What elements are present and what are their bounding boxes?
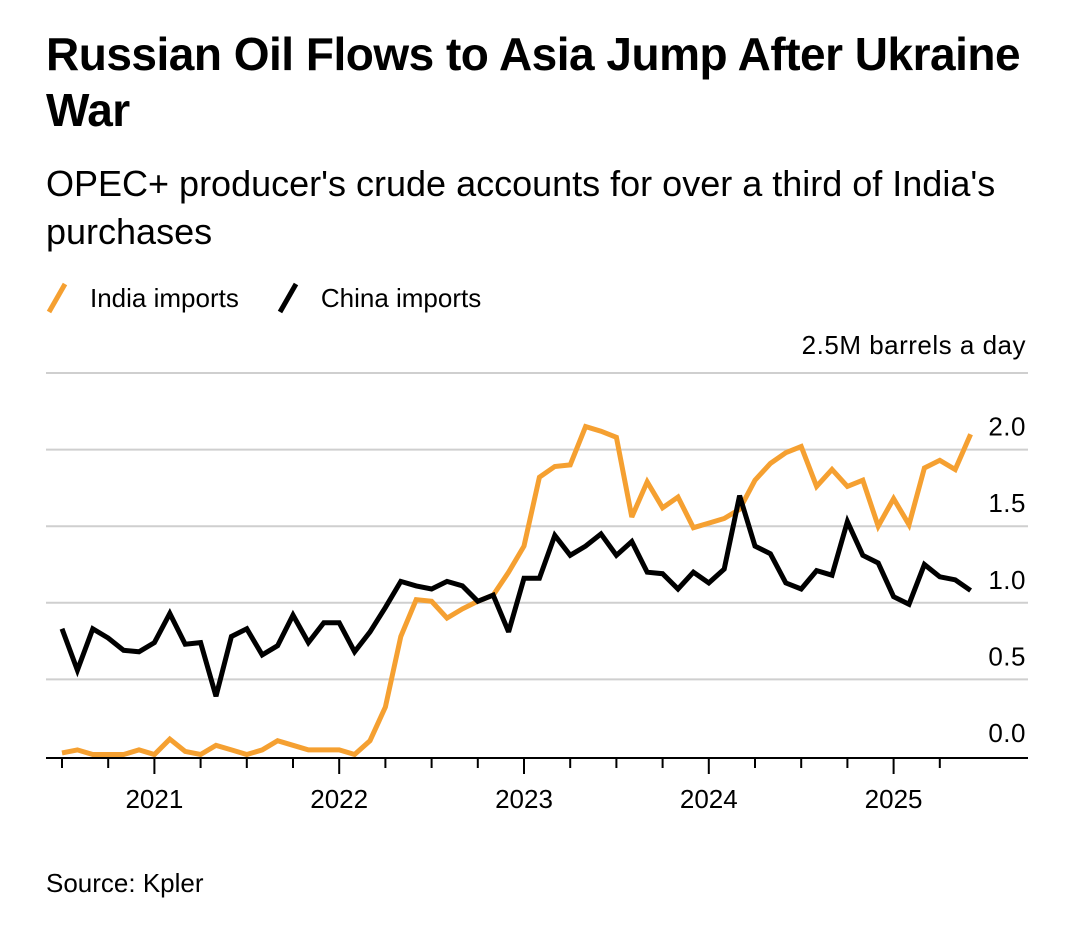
y-tick-label: 1.5 bbox=[988, 488, 1026, 518]
grid-lines bbox=[46, 372, 1028, 681]
y-tick-label: 2.0 bbox=[988, 412, 1026, 442]
chart-title: Russian Oil Flows to Asia Jump After Ukr… bbox=[46, 28, 1021, 136]
x-axis-tick-labels: 2021 2022 2023 2024 2025 bbox=[125, 784, 922, 814]
x-tick-label: 2021 bbox=[125, 784, 183, 814]
unit-label: 2.5M barrels a day bbox=[802, 330, 1026, 360]
x-tick-label: 2023 bbox=[495, 784, 553, 814]
y-tick-label: 0.0 bbox=[988, 718, 1026, 748]
chart-subtitle: OPEC+ producer's crude accounts for over… bbox=[46, 163, 996, 252]
x-tick-label: 2022 bbox=[310, 784, 368, 814]
legend-swatch-china-icon bbox=[277, 282, 299, 314]
y-tick-label: 0.5 bbox=[988, 641, 1026, 671]
x-tick-label: 2024 bbox=[680, 784, 738, 814]
x-axis-ticks bbox=[61, 758, 941, 774]
legend-label-india: India imports bbox=[90, 282, 239, 313]
y-axis-tick-labels: 2.0 1.5 1.0 0.5 0.0 bbox=[988, 412, 1026, 748]
source-note: Source: Kpler bbox=[46, 868, 204, 898]
legend-swatch-india-icon bbox=[46, 282, 68, 314]
y-tick-label: 1.0 bbox=[988, 565, 1026, 595]
legend-label-china: China imports bbox=[320, 282, 482, 313]
chart: 2.5M barrels a day 2.01.51.00.50.0 2021 2… bbox=[46, 330, 1028, 814]
series-lines bbox=[59, 423, 973, 758]
legend: India imports China imports bbox=[46, 278, 519, 318]
x-tick-label: 2025 bbox=[865, 784, 923, 814]
series-line-china bbox=[59, 494, 973, 697]
legend-item-india: India imports bbox=[46, 281, 239, 315]
legend-item-china: China imports bbox=[277, 281, 481, 315]
series-line-india bbox=[61, 423, 973, 758]
